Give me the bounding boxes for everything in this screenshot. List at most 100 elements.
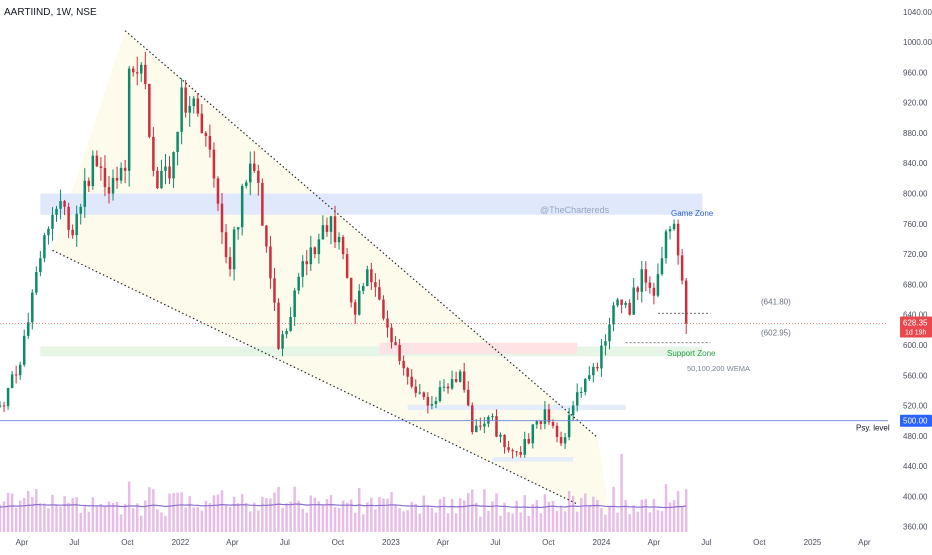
candle[interactable] (325, 217, 329, 237)
candle[interactable] (680, 249, 684, 285)
candle[interactable] (140, 62, 143, 82)
candle[interactable] (600, 339, 603, 377)
candle[interactable] (51, 207, 54, 241)
candle[interactable] (265, 224, 268, 253)
candle[interactable] (511, 448, 514, 459)
candle[interactable] (438, 380, 442, 403)
candle[interactable] (398, 338, 401, 365)
psy-level-badge[interactable]: 500.00 (900, 414, 932, 427)
candle[interactable] (22, 329, 26, 367)
candle[interactable] (39, 251, 42, 277)
candle[interactable] (487, 415, 490, 428)
candle[interactable] (370, 262, 373, 291)
candle[interactable] (608, 317, 611, 350)
candle[interactable] (624, 301, 627, 309)
candle[interactable] (684, 278, 688, 334)
candle[interactable] (253, 151, 256, 173)
candle[interactable] (228, 247, 232, 277)
candle[interactable] (499, 432, 502, 443)
candle[interactable] (406, 366, 409, 385)
chart-symbol-title[interactable]: AARTIIND, 1W, NSE (4, 7, 97, 18)
candle[interactable] (277, 298, 280, 350)
candle[interactable] (632, 278, 635, 315)
candle[interactable] (664, 229, 668, 264)
candle[interactable] (18, 361, 22, 380)
candle[interactable] (164, 154, 167, 185)
candle[interactable] (672, 219, 676, 231)
candle[interactable] (196, 93, 200, 117)
candle[interactable] (148, 83, 151, 139)
candle[interactable] (539, 420, 543, 430)
candle[interactable] (99, 157, 103, 181)
candle[interactable] (515, 450, 518, 457)
candle[interactable] (236, 226, 240, 240)
candle[interactable] (458, 369, 462, 383)
candle[interactable] (604, 334, 607, 356)
candle[interactable] (575, 383, 579, 412)
red-zone-box[interactable] (379, 342, 578, 355)
lower-trendline[interactable] (52, 249, 578, 505)
candle[interactable] (285, 328, 288, 339)
candle[interactable] (184, 79, 187, 118)
candle[interactable] (144, 51, 147, 90)
candle[interactable] (555, 422, 559, 443)
candle[interactable] (652, 282, 656, 305)
candle[interactable] (563, 432, 567, 450)
support-zone-box[interactable] (40, 346, 703, 357)
candle[interactable] (374, 273, 377, 297)
candle[interactable] (79, 203, 82, 225)
candle[interactable] (160, 159, 163, 189)
candle[interactable] (0, 401, 2, 409)
candle[interactable] (491, 413, 494, 421)
interval-label[interactable]: 1W (56, 7, 72, 18)
last-price-badge[interactable]: 628.35 1d 19h (900, 316, 932, 338)
candle[interactable] (616, 297, 619, 308)
candle[interactable] (123, 159, 127, 184)
candle[interactable] (390, 323, 393, 349)
candle[interactable] (357, 284, 361, 316)
candle[interactable] (192, 96, 195, 114)
candle[interactable] (224, 223, 228, 264)
candle[interactable] (240, 183, 244, 236)
candle[interactable] (579, 387, 583, 398)
candle[interactable] (434, 396, 438, 409)
blue-zone-box[interactable] (492, 457, 574, 462)
candle[interactable] (87, 177, 91, 193)
game-zone-box[interactable] (40, 193, 703, 215)
candle[interactable] (35, 266, 38, 296)
candle[interactable] (648, 276, 652, 294)
candle[interactable] (261, 178, 264, 227)
candle[interactable] (95, 150, 99, 167)
candle[interactable] (216, 176, 220, 212)
candle[interactable] (309, 235, 313, 271)
candle[interactable] (422, 391, 426, 401)
candle[interactable] (301, 255, 304, 288)
candle[interactable] (297, 272, 300, 295)
candle[interactable] (471, 402, 474, 435)
candle[interactable] (269, 235, 272, 289)
candle[interactable] (547, 403, 551, 425)
candle[interactable] (305, 250, 309, 276)
candle[interactable] (584, 378, 587, 396)
candle[interactable] (353, 299, 357, 324)
candle[interactable] (200, 104, 204, 134)
candle[interactable] (55, 205, 58, 222)
candle[interactable] (289, 307, 292, 332)
candle[interactable] (317, 233, 321, 264)
candle[interactable] (115, 166, 119, 189)
candle[interactable] (59, 189, 62, 220)
candle[interactable] (462, 362, 466, 393)
candle[interactable] (103, 155, 107, 197)
candle[interactable] (402, 355, 405, 376)
candle[interactable] (503, 434, 506, 454)
candle[interactable] (426, 392, 430, 414)
candle[interactable] (180, 78, 183, 145)
candle[interactable] (382, 295, 385, 321)
candle[interactable] (446, 383, 450, 394)
candle[interactable] (313, 246, 317, 259)
candle[interactable] (430, 396, 434, 410)
candle[interactable] (676, 219, 680, 265)
candle[interactable] (71, 224, 74, 239)
